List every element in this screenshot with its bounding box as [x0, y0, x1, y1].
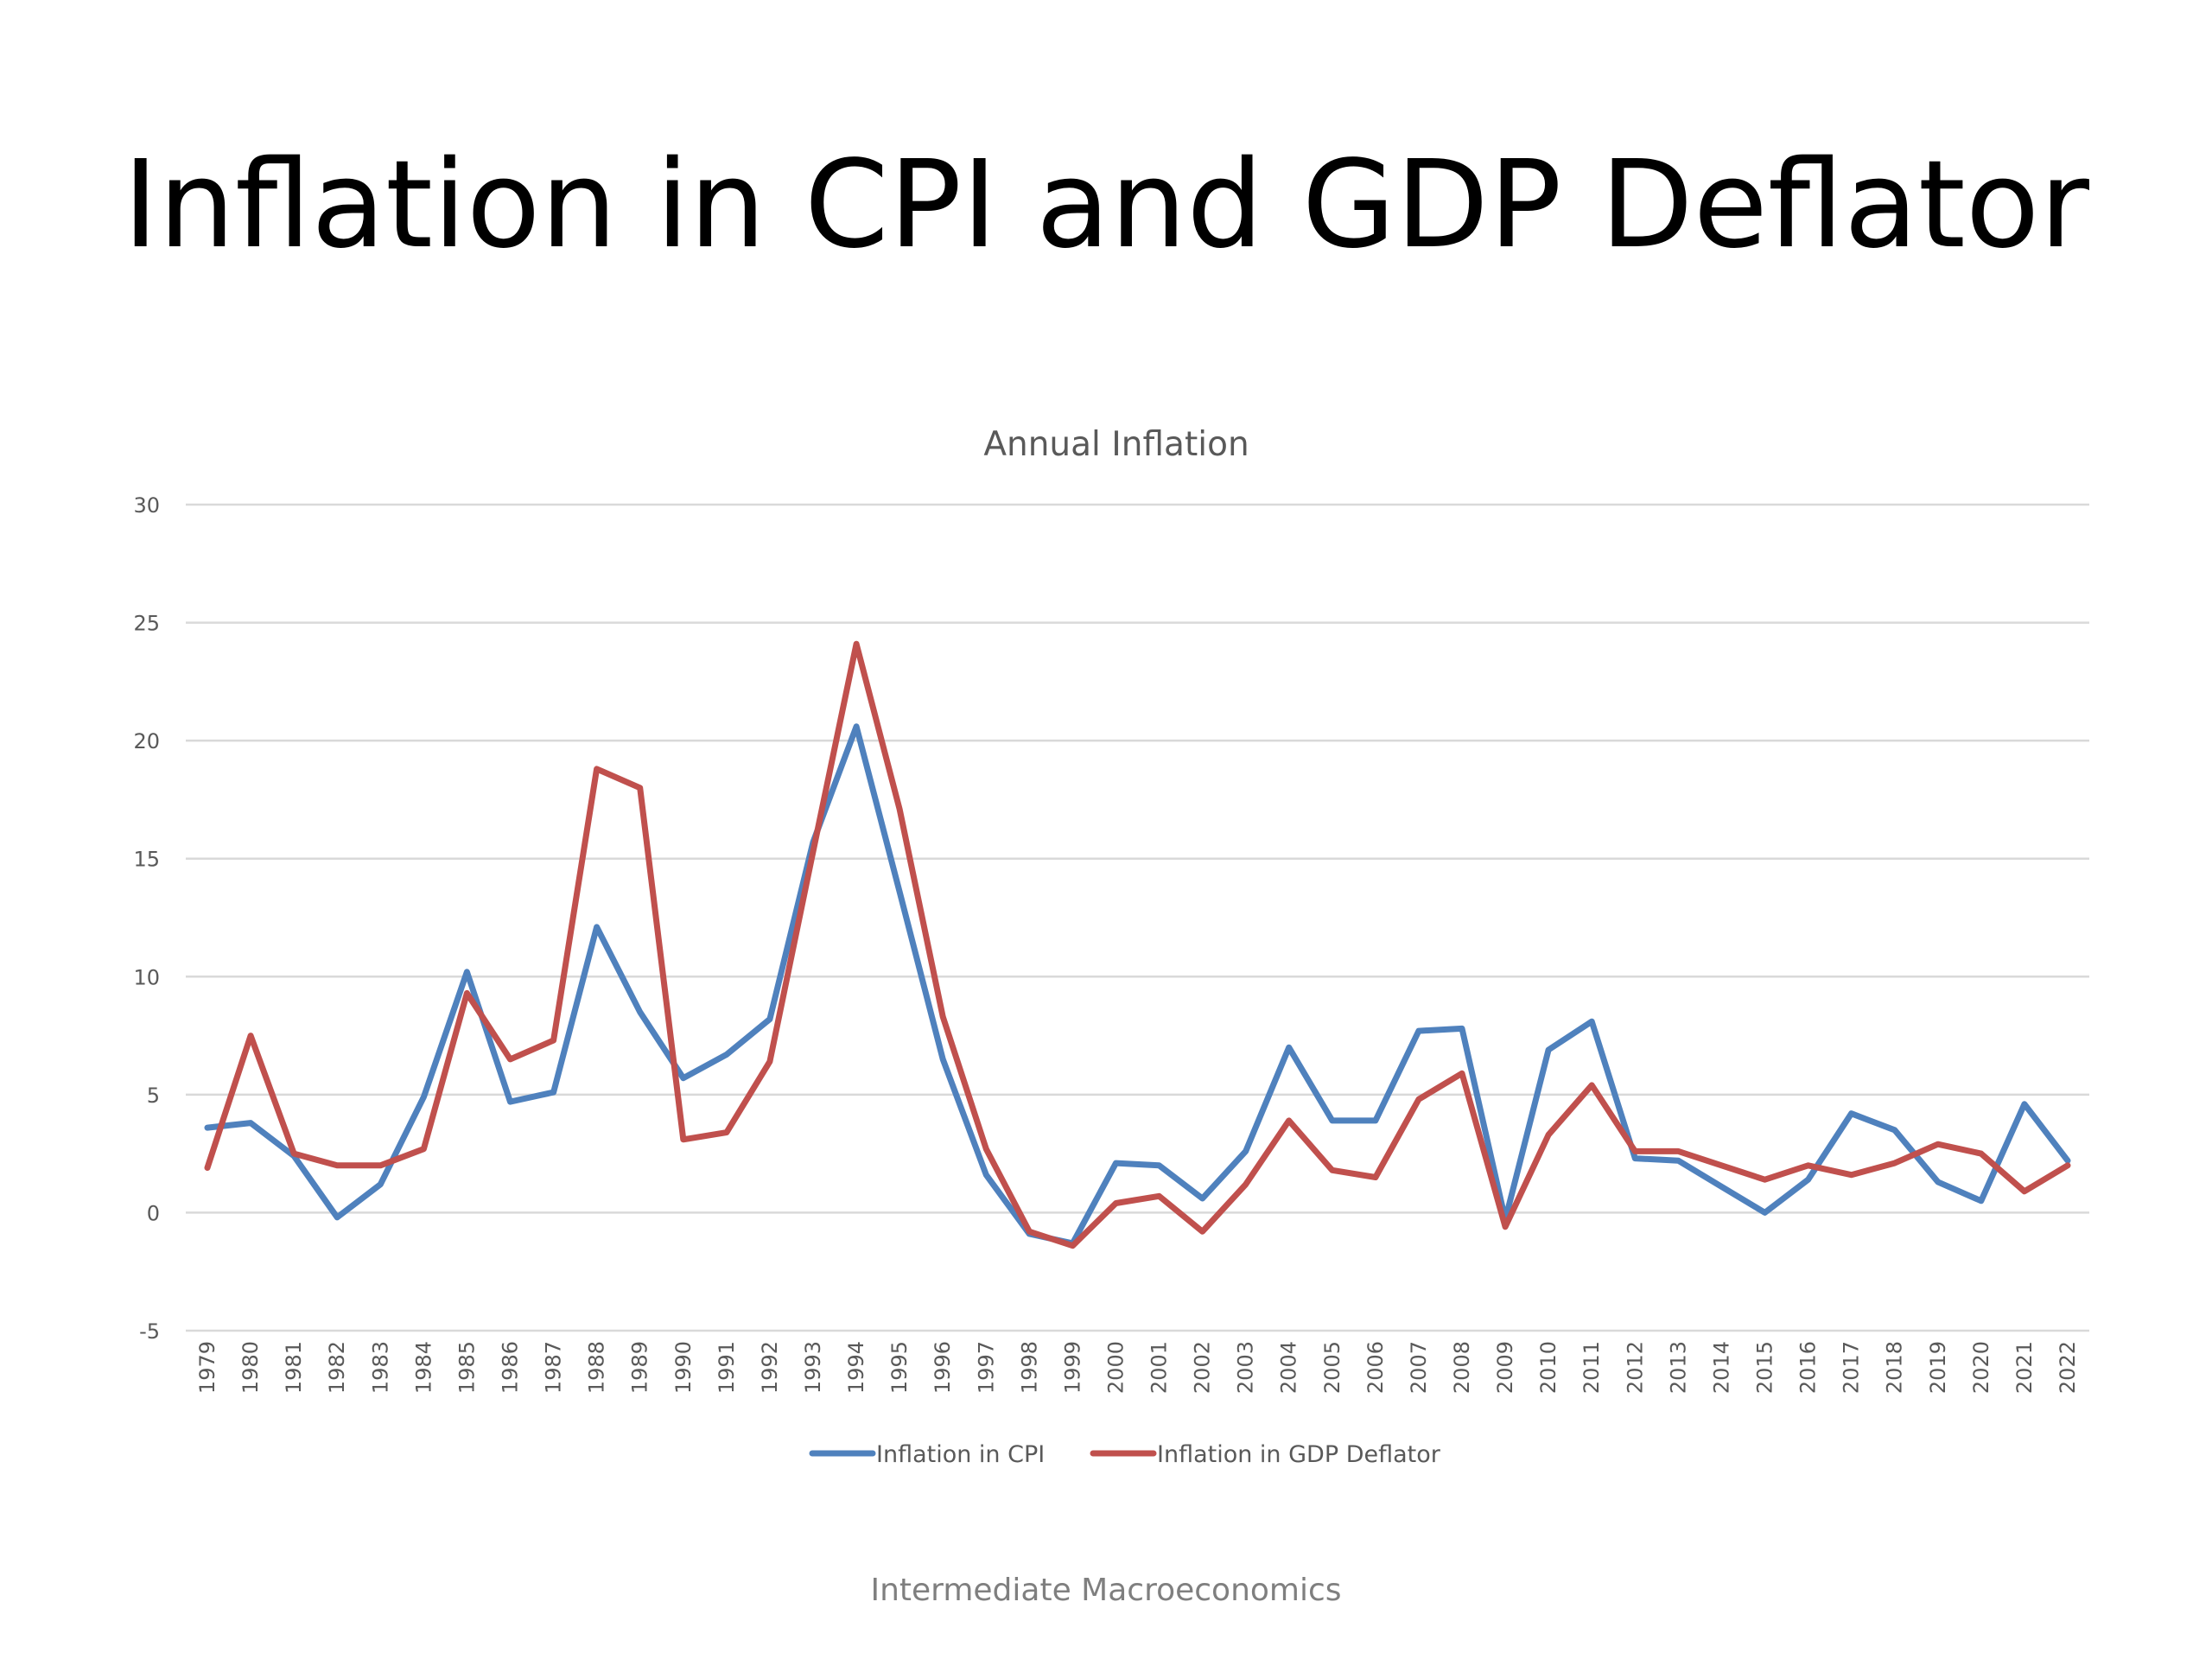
x-tick-label: 1982	[325, 1341, 349, 1394]
x-tick-label: 1999	[1060, 1341, 1084, 1394]
y-tick-label: 20	[133, 729, 160, 753]
x-tick-label: 1992	[758, 1341, 782, 1394]
x-tick-label: 2001	[1147, 1341, 1172, 1394]
chart-title: Annual Inflation	[983, 425, 1249, 464]
x-tick-label: 1987	[542, 1341, 566, 1394]
y-tick-label: -5	[139, 1319, 160, 1344]
x-tick-label: 2021	[2012, 1341, 2037, 1394]
x-tick-label: 1989	[628, 1341, 652, 1394]
x-tick-label: 2012	[1623, 1341, 1647, 1394]
y-tick-label: 15	[133, 848, 160, 872]
x-tick-label: 2020	[1969, 1341, 1993, 1394]
legend: Inflation in CPI Inflation in GDP Deflato…	[809, 1441, 1441, 1468]
x-tick-label: 1991	[715, 1341, 739, 1394]
x-tick-label: 1997	[974, 1341, 998, 1394]
x-tick-label: 2015	[1752, 1341, 1777, 1394]
x-tick-label: 2017	[1840, 1341, 1864, 1394]
x-tick-label: 1983	[368, 1341, 392, 1394]
x-tick-label: 1994	[844, 1341, 868, 1394]
gridlines	[186, 503, 2089, 1332]
y-tick-label: 10	[133, 965, 160, 989]
x-tick-label: 2008	[1450, 1341, 1474, 1394]
x-tick-label: 2004	[1277, 1341, 1301, 1394]
x-tick-label: 1981	[282, 1341, 306, 1394]
legend-label: Inflation in GDP Deflator	[1157, 1441, 1441, 1468]
x-tick-label: 1985	[454, 1341, 479, 1394]
x-tick-label: 2018	[1883, 1341, 1907, 1394]
x-tick-label: 2007	[1407, 1341, 1431, 1394]
y-tick-label: 0	[147, 1201, 160, 1225]
y-tick-label: 25	[133, 612, 160, 636]
x-tick-label: 2019	[1926, 1341, 1950, 1394]
x-tick-label: 2010	[1536, 1341, 1560, 1394]
y-axis-tick-labels: -5 0 5 10 15 20 25 30	[133, 493, 160, 1344]
x-tick-label: 2006	[1363, 1341, 1388, 1394]
x-tick-label: 1998	[1017, 1341, 1041, 1394]
series-line-gdp-deflator	[204, 640, 2071, 1249]
x-tick-label: 1979	[195, 1341, 219, 1394]
x-tick-label: 1984	[411, 1341, 435, 1394]
legend-item: Inflation in GDP Deflator	[1090, 1441, 1441, 1468]
x-tick-label: 2016	[1796, 1341, 1821, 1394]
x-tick-label: 2003	[1234, 1341, 1258, 1394]
series-lines	[204, 640, 2071, 1249]
x-axis-tick-labels: 1979 1980 1981 1982 1983 1984 1985 1986 1987 1988…	[195, 1341, 2080, 1394]
x-tick-label: 1986	[499, 1341, 523, 1394]
x-tick-label: 1980	[238, 1341, 263, 1394]
y-tick-label: 5	[147, 1084, 160, 1108]
x-tick-label: 2002	[1191, 1341, 1215, 1394]
x-tick-label: 2011	[1580, 1341, 1604, 1394]
legend-label: Inflation in CPI	[876, 1441, 1045, 1468]
x-tick-label: 2000	[1103, 1341, 1128, 1394]
x-tick-label: 1995	[887, 1341, 912, 1394]
x-tick-label: 1996	[931, 1341, 955, 1394]
x-tick-label: 1990	[671, 1341, 696, 1394]
x-tick-label: 2009	[1493, 1341, 1517, 1394]
x-tick-label: 2005	[1320, 1341, 1344, 1394]
legend-item: Inflation in CPI	[809, 1441, 1045, 1468]
y-tick-label: 30	[133, 493, 160, 518]
x-tick-label: 2014	[1709, 1341, 1733, 1394]
slide-footer: Intermediate Macroeconomics	[870, 1573, 1342, 1608]
x-tick-label: 1993	[801, 1341, 825, 1394]
x-tick-label: 2022	[2056, 1341, 2080, 1394]
x-tick-label: 2013	[1666, 1341, 1690, 1394]
slide-title: Inflation in CPI and GDP Deflator	[123, 135, 2089, 276]
x-tick-label: 1988	[585, 1341, 609, 1394]
series-line-cpi	[204, 723, 2071, 1247]
